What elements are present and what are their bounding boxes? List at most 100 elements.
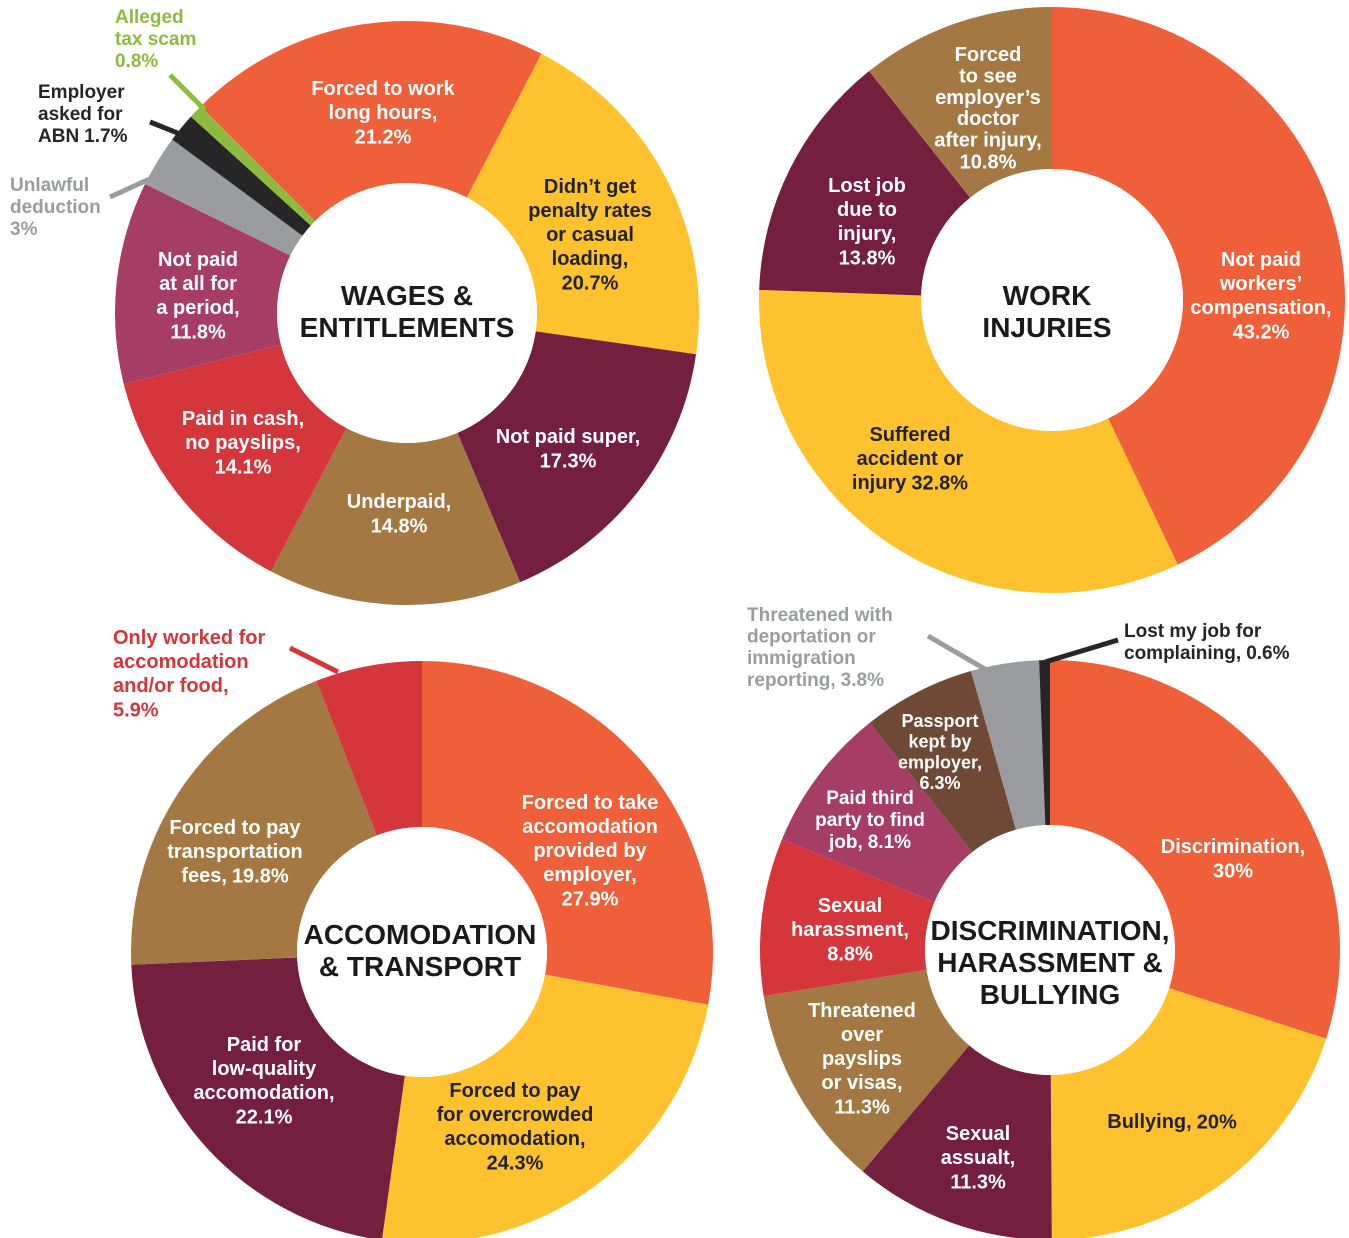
category-label: Paid for low-quality accomodation, bbox=[193, 1034, 334, 1104]
value-label: 27.9% bbox=[562, 888, 619, 910]
slice bbox=[1050, 660, 1340, 1039]
text-line: at all for bbox=[159, 273, 237, 295]
text-line: Bullying, bbox=[1107, 1111, 1191, 1133]
text-line: Employer bbox=[38, 82, 125, 103]
donut-hole bbox=[277, 183, 537, 443]
category-label: Alleged tax scam bbox=[115, 7, 196, 50]
value-label: 11.3% bbox=[834, 1096, 890, 1118]
slice bbox=[781, 722, 973, 903]
text-line: Didn’t get bbox=[544, 176, 637, 198]
text-line: due to bbox=[837, 199, 897, 221]
text-line: party to find bbox=[815, 810, 925, 831]
text-line: Forced to pay bbox=[169, 817, 301, 839]
text-line: low-quality bbox=[212, 1058, 317, 1080]
text-line: asked for bbox=[38, 104, 123, 125]
slice bbox=[382, 974, 709, 1238]
text-line: a period, bbox=[156, 297, 239, 319]
text-line: kept by bbox=[908, 731, 971, 751]
text-line: BULLYING bbox=[980, 979, 1121, 1010]
slice bbox=[271, 428, 521, 605]
slice bbox=[190, 106, 316, 226]
slice bbox=[131, 957, 405, 1238]
value-label: 17.3% bbox=[540, 450, 597, 472]
text-line: loading, bbox=[552, 248, 629, 270]
category-label: Didn’t get penalty rates or casual loading, bbox=[528, 176, 651, 270]
slice bbox=[763, 969, 970, 1172]
category-label: Lost job due to injury, bbox=[828, 175, 906, 245]
leader-line bbox=[288, 645, 340, 675]
value-label: 19.8% bbox=[232, 865, 289, 887]
category-label: Sexual assualt, bbox=[941, 1123, 1015, 1169]
text-line: deportation or bbox=[747, 627, 876, 648]
chart-title: WAGES & ENTITLEMENTS bbox=[300, 280, 515, 343]
slice bbox=[759, 289, 1178, 593]
text-line: Only worked for bbox=[113, 627, 265, 649]
text-line: Sexual bbox=[946, 1123, 1010, 1145]
leader-line bbox=[149, 119, 196, 143]
text-line: HARASSMENT & bbox=[937, 947, 1163, 978]
category-label: Discrimination, bbox=[1161, 836, 1305, 858]
text-line: long hours, bbox=[329, 102, 438, 124]
category-label: Underpaid, bbox=[347, 491, 451, 513]
text-line: doctor bbox=[957, 108, 1019, 130]
value-label: 8.8% bbox=[827, 943, 873, 965]
category-label: Forced to take accomodation provided by emp… bbox=[522, 792, 659, 886]
category-label: Threatened with deportation or immigration… bbox=[747, 605, 893, 691]
value-label: 0.6% bbox=[1246, 643, 1289, 664]
category-label: Forced to see employer’s doctor after injury… bbox=[934, 44, 1041, 152]
value-label: 14.8% bbox=[371, 515, 428, 537]
text-line: assualt, bbox=[941, 1147, 1015, 1169]
text-line: Sexual bbox=[818, 895, 882, 917]
text-line: accomodation bbox=[113, 651, 249, 673]
text-line: WORK bbox=[1003, 280, 1092, 311]
chart-title: ACCOMODATION & TRANSPORT bbox=[304, 919, 537, 982]
text-line: complaining, bbox=[1124, 643, 1241, 664]
value-label: 1.7% bbox=[84, 126, 127, 147]
value-label: 8.1% bbox=[868, 832, 911, 853]
category-label: Paid in cash, no payslips, bbox=[182, 408, 304, 454]
value-label: 0.8% bbox=[115, 51, 158, 72]
text-line: Forced to take bbox=[522, 792, 659, 814]
slice bbox=[422, 661, 713, 1005]
text-line: compensation, bbox=[1190, 297, 1331, 319]
category-label: Not paid super, bbox=[496, 426, 640, 448]
text-line: Alleged bbox=[115, 7, 184, 28]
text-line: WAGES & bbox=[341, 280, 473, 311]
donut-hole bbox=[297, 827, 547, 1077]
category-label: Only worked for accomodation and/or food, bbox=[113, 627, 265, 697]
value-label: 11.3% bbox=[950, 1171, 1006, 1193]
value-label: 20.7% bbox=[562, 272, 619, 294]
slice bbox=[316, 661, 422, 836]
leader-line bbox=[1044, 637, 1119, 665]
text-line: employer, bbox=[898, 752, 982, 772]
slice bbox=[466, 53, 699, 355]
text-line: immigration bbox=[747, 648, 856, 669]
slice bbox=[115, 184, 291, 385]
text-line: accomodation bbox=[522, 816, 658, 838]
text-line: Paid in cash, bbox=[182, 408, 304, 430]
text-line: for overcrowded bbox=[437, 1104, 594, 1126]
text-line: over bbox=[841, 1024, 883, 1046]
text-line: tax scam bbox=[115, 29, 196, 50]
text-line: Passport bbox=[901, 711, 978, 731]
text-line: DISCRIMINATION, bbox=[930, 915, 1169, 946]
slice bbox=[1052, 7, 1345, 565]
leader-line bbox=[168, 73, 207, 112]
text-line: ABN bbox=[38, 126, 79, 147]
category-label: Unlawful deduction bbox=[10, 175, 101, 218]
text-line: penalty rates bbox=[528, 200, 651, 222]
value-label: 32.8% bbox=[911, 472, 968, 494]
slice bbox=[131, 680, 377, 965]
category-label: Lost my job for complaining, bbox=[1124, 621, 1262, 664]
value-label: 13.8% bbox=[839, 247, 896, 269]
chart-title: WORK INJURIES bbox=[982, 280, 1111, 343]
slice bbox=[869, 7, 1052, 198]
value-label: 5.9% bbox=[113, 699, 159, 721]
value-label: 43.2% bbox=[1233, 321, 1290, 343]
category-label: Forced to pay for overcrowded accomodation… bbox=[437, 1080, 594, 1150]
category-label: Not paid workers’ compensation, bbox=[1190, 249, 1331, 319]
text-line: employer, bbox=[543, 864, 636, 886]
text-line: transportation bbox=[167, 841, 303, 863]
category-label: Employer asked for ABN bbox=[38, 82, 125, 147]
